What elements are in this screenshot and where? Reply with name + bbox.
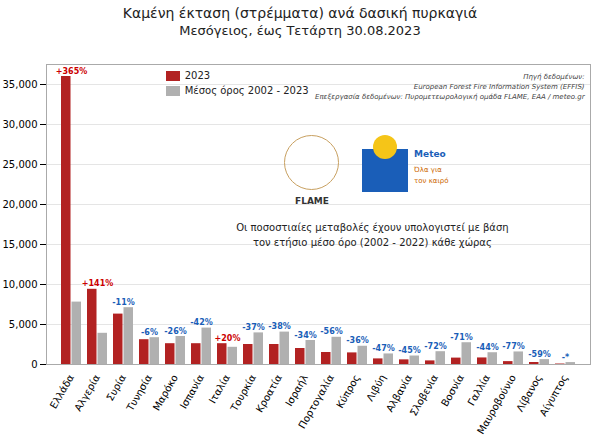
svg-text:-*: -*: [562, 353, 570, 362]
html-text:Όλα για: Όλα για: [414, 165, 442, 174]
svg-text:5,000: 5,000: [9, 319, 38, 330]
svg-text:-71%: -71%: [450, 333, 472, 342]
svg-text:-11%: -11%: [112, 298, 134, 307]
svg-text:Ιταλία: Ιταλία: [207, 372, 232, 405]
svg-text:Μαυροβούνιο: Μαυροβούνιο: [475, 373, 518, 436]
svg-text:30,000: 30,000: [3, 119, 38, 130]
html-text:Μέσος όρος 2002 - 2023: Μέσος όρος 2002 - 2023: [184, 85, 309, 96]
svg-text:-6%: -6%: [141, 328, 158, 337]
svg-text:Λίβανος: Λίβανος: [514, 372, 544, 414]
svg-text:Ισραήλ: Ισραήλ: [283, 373, 310, 408]
svg-text:-77%: -77%: [502, 342, 524, 351]
svg-text:+20%: +20%: [215, 334, 241, 343]
html-text:Μεσόγειος, έως Τετάρτη 30.08.2: Μεσόγειος, έως Τετάρτη 30.08.2023: [179, 23, 421, 38]
svg-text:Βοσνία: Βοσνία: [439, 372, 466, 408]
svg-text:20,000: 20,000: [3, 199, 38, 210]
svg-text:-44%: -44%: [476, 343, 498, 352]
svg-text:Αλβανία: Αλβανία: [383, 372, 414, 414]
svg-text:25,000: 25,000: [3, 159, 38, 170]
svg-text:-36%: -36%: [346, 336, 368, 345]
svg-text:-59%: -59%: [528, 350, 550, 359]
svg-text:-72%: -72%: [424, 342, 446, 351]
html-text:τον καιρό: τον καιρό: [414, 176, 449, 185]
svg-text:Λιβύη: Λιβύη: [364, 373, 388, 403]
svg-text:+365%: +365%: [56, 67, 87, 76]
svg-text:-37%: -37%: [242, 323, 264, 332]
svg-text:Αλγερία: Αλγερία: [72, 372, 102, 413]
svg-text:-47%: -47%: [372, 344, 394, 353]
svg-text:Πορτογαλία: Πορτογαλία: [296, 372, 336, 430]
svg-text:15,000: 15,000: [3, 239, 38, 250]
svg-text:0: 0: [31, 359, 37, 370]
svg-text:-56%: -56%: [320, 327, 342, 336]
svg-text:-42%: -42%: [190, 318, 212, 327]
svg-text:Ισπανία: Ισπανία: [178, 372, 206, 410]
svg-text:-45%: -45%: [398, 346, 420, 355]
html-text:FLAME: FLAME: [295, 196, 329, 207]
svg-text:Μαρόκο: Μαρόκο: [151, 373, 180, 413]
svg-text:Αίγυπτος: Αίγυπτος: [537, 373, 570, 418]
svg-text:10,000: 10,000: [3, 279, 38, 290]
svg-text:Γαλλία: Γαλλία: [465, 372, 492, 407]
svg-text:Τουρκία: Τουρκία: [228, 372, 258, 413]
html-text:Πηγή δεδομένων: European Fores: Πηγή δεδομένων: European Forest Fire Inf…: [315, 73, 585, 101]
svg-text:-38%: -38%: [268, 322, 290, 331]
html-text:Καμένη έκταση (στρέμματα) ανά: Καμένη έκταση (στρέμματα) ανά δασική πυρ…: [122, 5, 478, 21]
svg-text:Ελλάδα: Ελλάδα: [48, 372, 76, 410]
html-text:Οι ποσοστιαίες μεταβολές έχουν: Οι ποσοστιαίες μεταβολές έχουν υπολογιστ…: [236, 222, 509, 248]
svg-text:35,000: 35,000: [3, 79, 38, 90]
svg-text:Συρία: Συρία: [104, 372, 128, 402]
html-text:Meteo: Meteo: [414, 148, 446, 159]
svg-text:Σλοβενία: Σλοβενία: [408, 372, 441, 417]
svg-text:Κροατία: Κροατία: [254, 372, 285, 414]
svg-text:Κύπρος: Κύπρος: [334, 373, 362, 410]
svg-text:Τυνησία: Τυνησία: [124, 372, 154, 413]
svg-text:-26%: -26%: [164, 327, 186, 336]
svg-text:+141%: +141%: [82, 279, 113, 288]
svg-text:-34%: -34%: [294, 331, 316, 340]
html-text:2023: 2023: [184, 70, 211, 81]
